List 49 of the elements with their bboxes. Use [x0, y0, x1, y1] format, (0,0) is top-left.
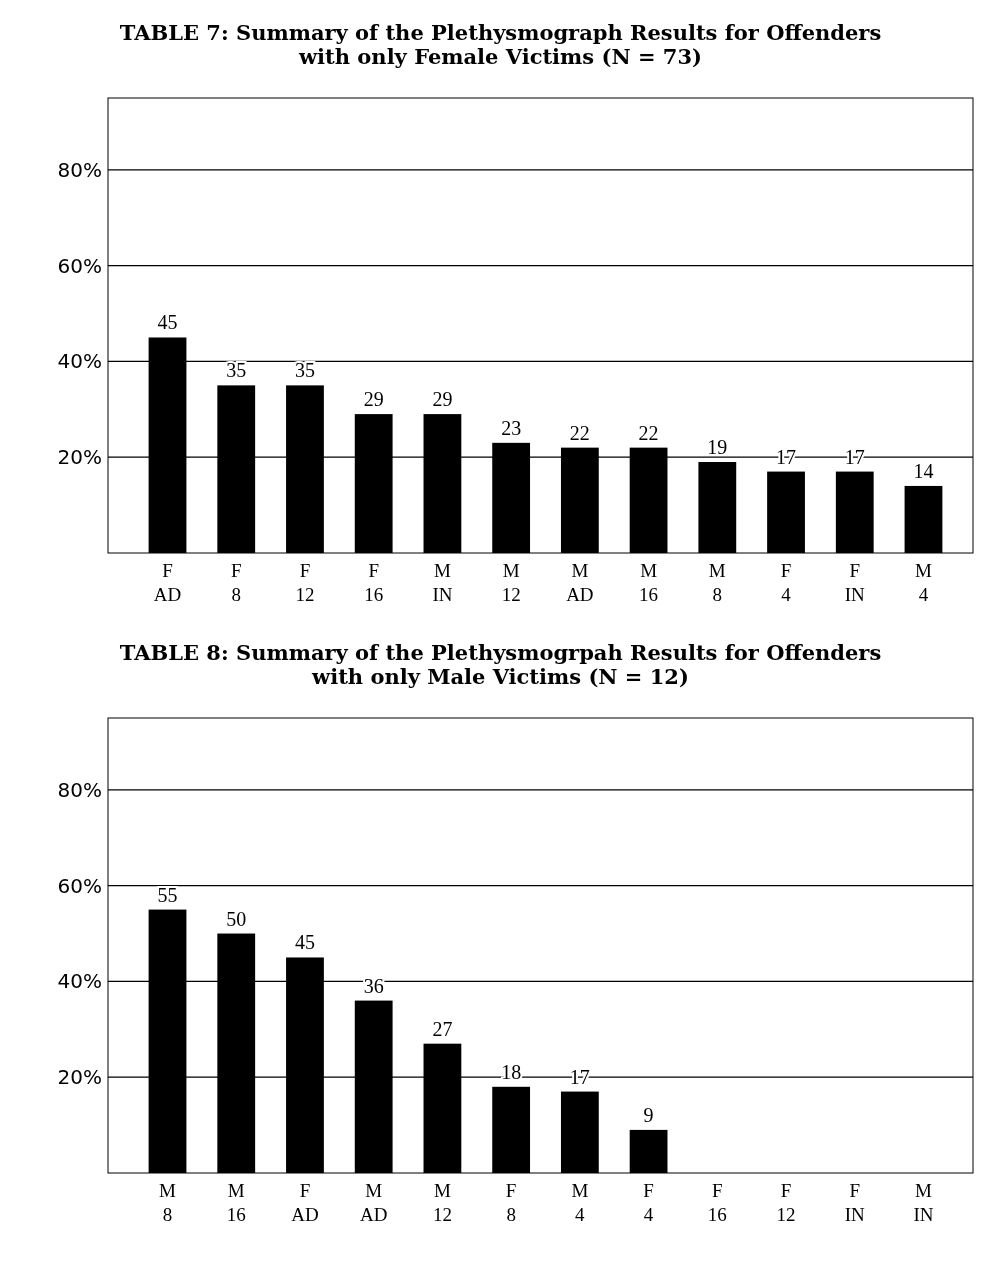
x-tick-label: M AD	[359, 1180, 388, 1225]
x-tick-label: M 8	[159, 1180, 177, 1225]
data-label: 27	[432, 1017, 453, 1040]
x-tick-label: F 8	[230, 560, 242, 605]
y-tick-label: 60%	[57, 253, 102, 278]
data-label: 50	[226, 907, 247, 930]
data-label: 45	[294, 931, 315, 954]
data-label: 29	[432, 388, 453, 411]
data-label: 19	[707, 436, 728, 458]
data-label: 55	[157, 883, 178, 906]
x-tick-label: M IN	[913, 1180, 934, 1225]
x-tick-label: F 16	[364, 560, 384, 605]
data-label: 35	[294, 359, 315, 382]
data-label: 22	[569, 421, 590, 444]
x-tick-label: M 16	[226, 1180, 246, 1225]
x-tick-label: F IN	[844, 1180, 866, 1225]
x-tick-label: M 16	[639, 560, 659, 605]
x-tick-label: F IN	[844, 560, 866, 605]
x-tick-label: F 4	[643, 1180, 654, 1225]
x-tick-label: M 12	[432, 1180, 452, 1225]
x-tick-label: M 4	[571, 1180, 589, 1225]
y-tick-label: 20%	[57, 1065, 102, 1090]
data-label: 29	[363, 388, 384, 411]
chart-title: TABLE 8: Summary of the Plethysmogrpah Results for Offenders with only Male Victims (N = 12)	[119, 640, 882, 689]
x-tick-label: M IN	[432, 560, 453, 605]
x-tick-label: F 16	[707, 1180, 727, 1225]
y-tick-label: 40%	[57, 349, 102, 374]
x-tick-label: F 8	[505, 1180, 517, 1225]
x-tick-label: F AD	[291, 1180, 319, 1225]
x-tick-label: F 12	[776, 1180, 796, 1225]
y-tick-label: 20%	[57, 445, 102, 470]
data-label: 22	[638, 421, 659, 444]
data-label: 45	[157, 311, 178, 334]
data-label: 9	[643, 1103, 654, 1126]
x-tick-label: F 12	[295, 560, 315, 605]
data-label: 35	[226, 359, 247, 382]
data-label: 14	[913, 459, 934, 482]
y-tick-label: 60%	[57, 873, 102, 898]
x-tick-label: M 4	[915, 560, 933, 605]
data-label: 23	[501, 416, 522, 439]
x-tick-label: M AD	[566, 560, 594, 605]
x-tick-label: F 4	[780, 560, 792, 605]
y-tick-label: 80%	[57, 157, 102, 182]
y-tick-label: 40%	[57, 969, 102, 994]
chart-title: TABLE 7: Summary of the Plethysmograph Results for Offenders with only Female Victims (N = 73)	[119, 20, 882, 69]
x-tick-label: M 8	[708, 560, 726, 605]
x-tick-label: M 12	[501, 560, 521, 605]
y-tick-label: 80%	[57, 777, 102, 802]
x-tick-label: F AD	[153, 560, 182, 605]
